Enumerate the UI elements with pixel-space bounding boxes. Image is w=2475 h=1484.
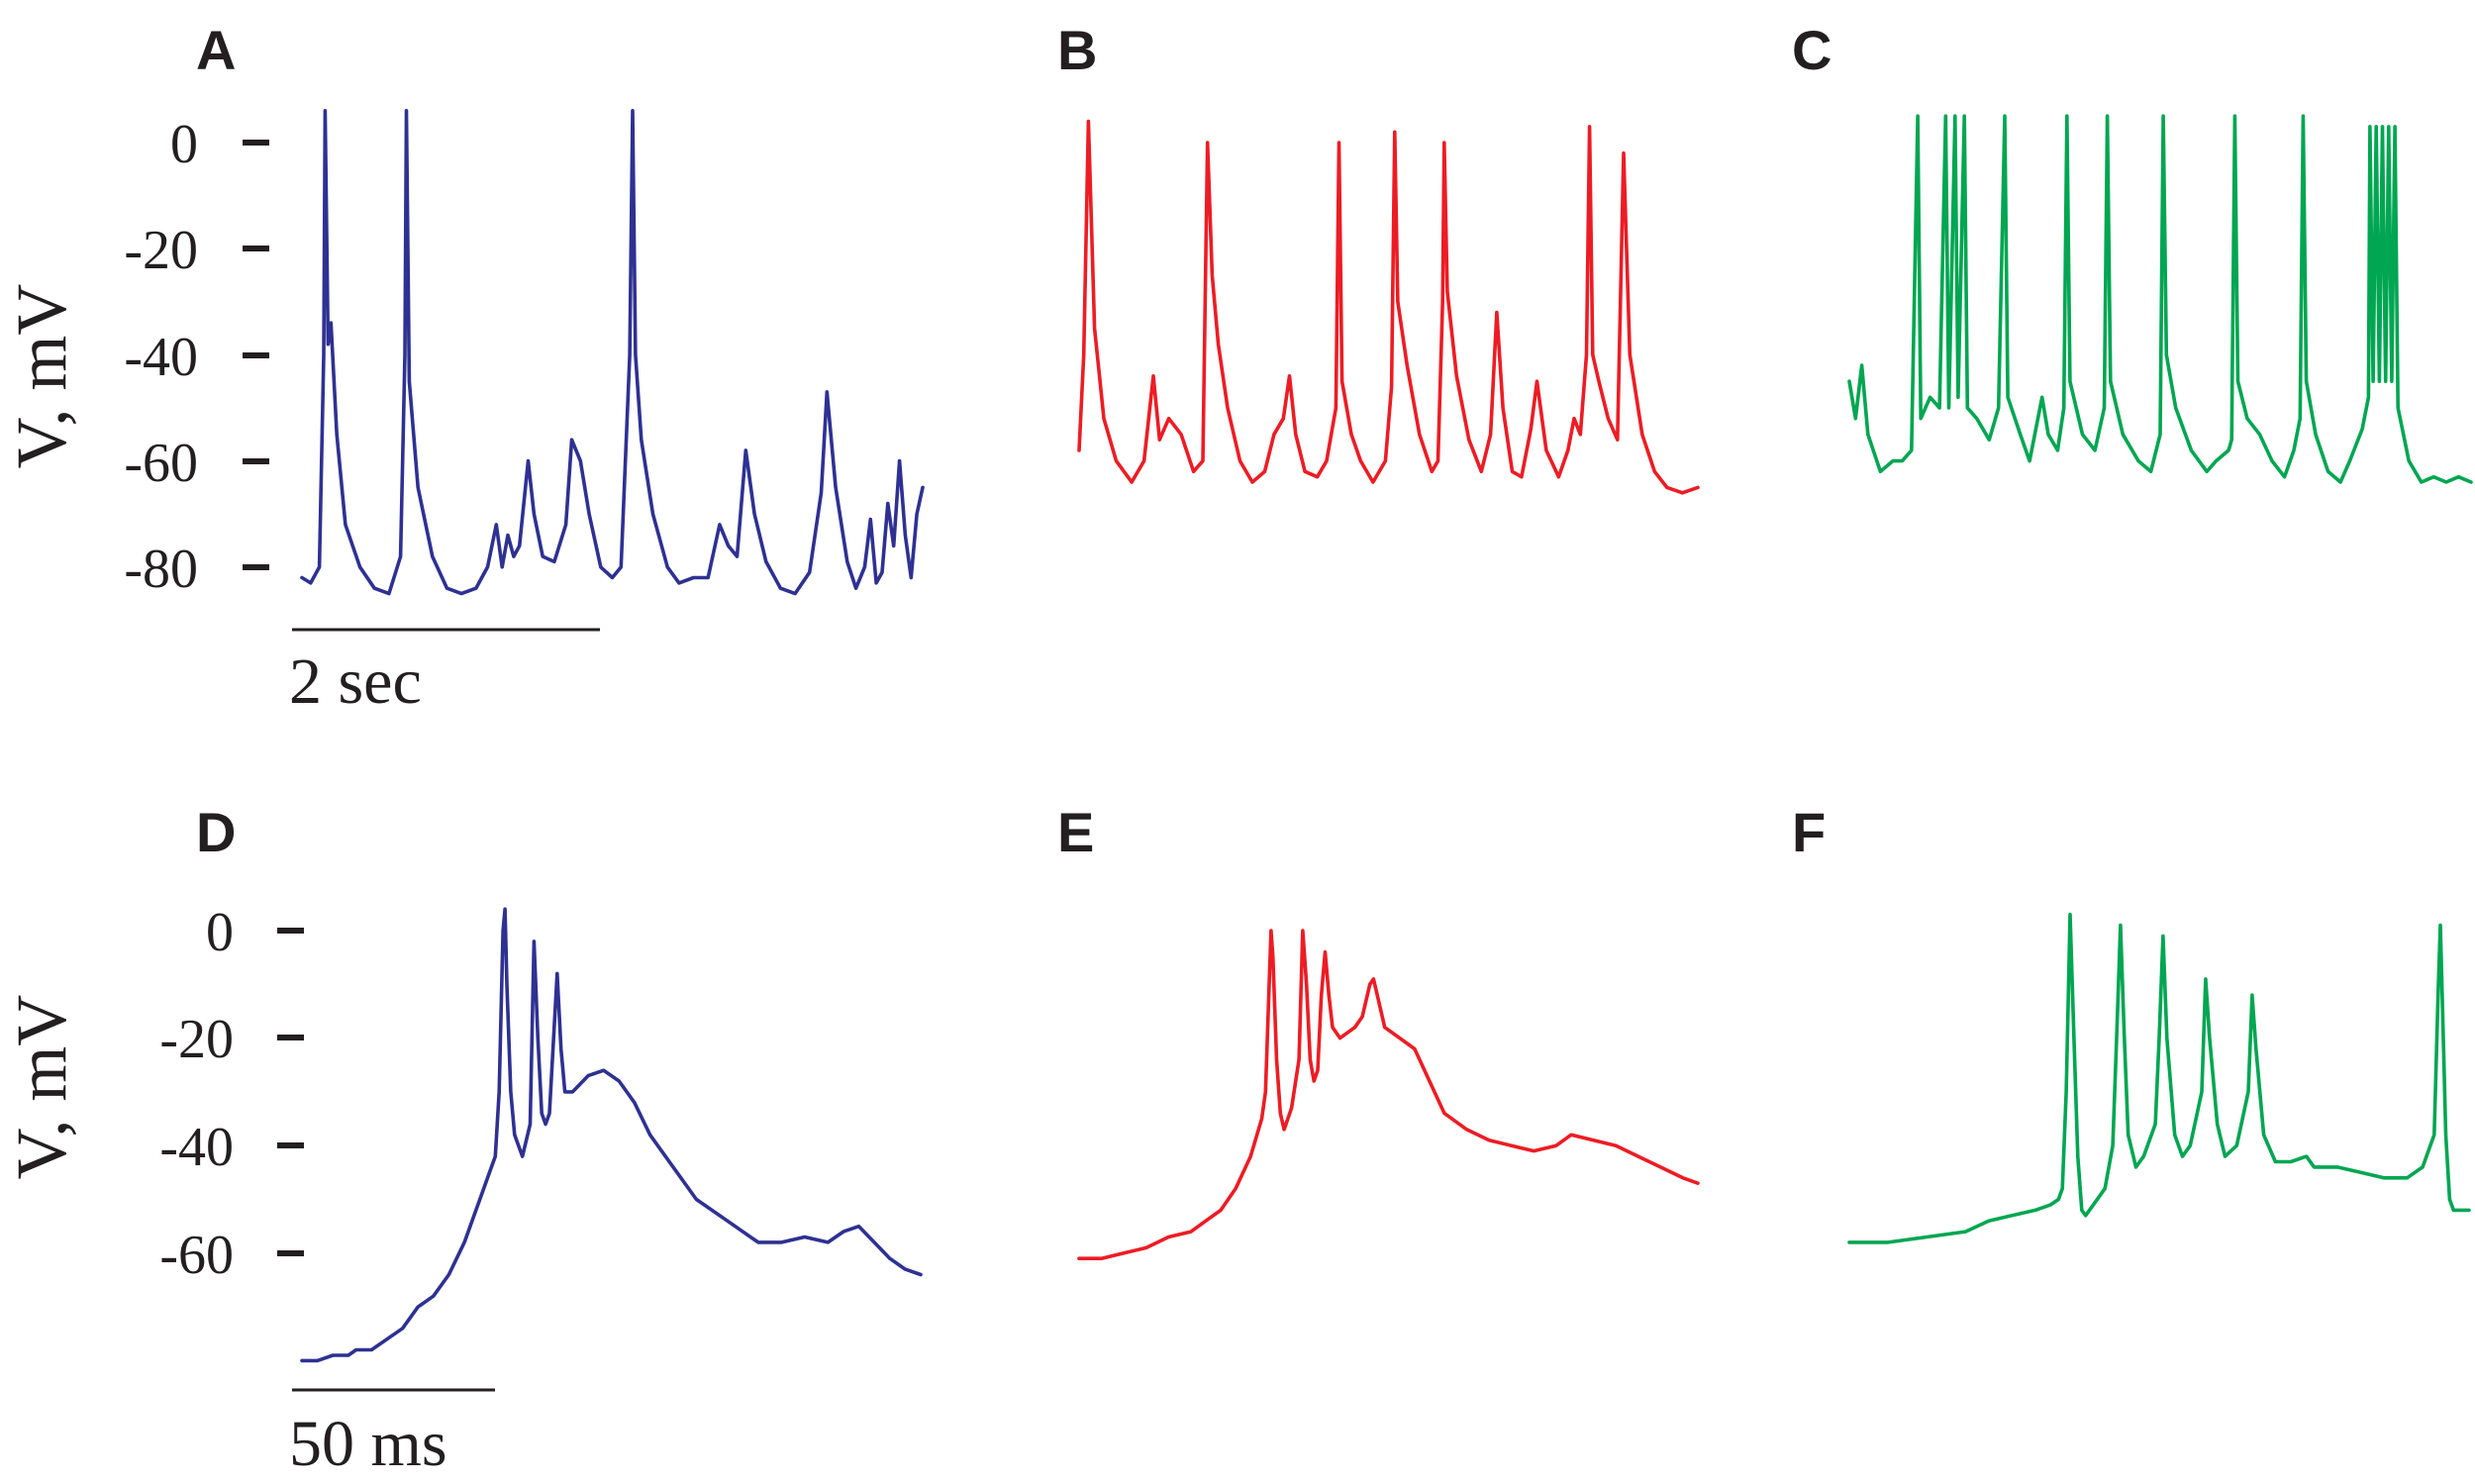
y-tick-label-A-80: -80 [124, 539, 198, 600]
panel-letter-F: F [1792, 801, 1826, 863]
trace-A [300, 109, 925, 596]
trace-B [1077, 119, 1700, 495]
trace-E [1077, 929, 1700, 1260]
trace-F [1847, 912, 2471, 1244]
y-axis-label-top: V, mV [2, 284, 81, 469]
scale-bar-bottom-label: 50 ms [289, 1408, 447, 1480]
trace-D [300, 907, 923, 1363]
y-axis-label-bottom: V, mV [2, 995, 81, 1180]
y-tick-label-A-60: -60 [124, 433, 198, 494]
panel-letter-C: C [1792, 19, 1832, 81]
panel-letter-D: D [196, 801, 236, 863]
y-tick-label-A-0: 0 [170, 114, 198, 175]
y-axis-D: 0 -20 -40 -60 [159, 902, 304, 1286]
y-tick-label-D-40: -40 [159, 1117, 234, 1178]
y-axis-A: 0 -20 -40 -60 -80 [124, 114, 269, 600]
panel-letter-A: A [196, 19, 236, 81]
panel-letter-B: B [1057, 19, 1097, 81]
y-tick-label-A-40: -40 [124, 327, 198, 388]
scale-bar-top-label: 2 sec [289, 645, 422, 718]
trace-C [1847, 114, 2473, 484]
y-tick-label-A-20: -20 [124, 220, 198, 281]
panel-letter-E: E [1057, 801, 1094, 863]
y-tick-label-D-20: -20 [159, 1009, 234, 1070]
y-tick-label-D-60: -60 [159, 1225, 234, 1286]
y-tick-label-D-0: 0 [206, 902, 234, 963]
